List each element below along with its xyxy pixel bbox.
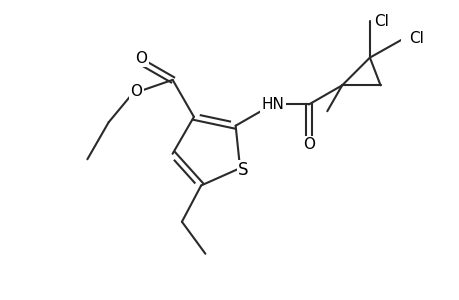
Text: Cl: Cl (373, 14, 388, 29)
Text: O: O (135, 51, 147, 66)
Text: O: O (130, 84, 142, 99)
Text: S: S (238, 161, 248, 179)
Text: HN: HN (261, 97, 284, 112)
Text: O: O (302, 137, 314, 152)
Text: Cl: Cl (408, 31, 423, 46)
